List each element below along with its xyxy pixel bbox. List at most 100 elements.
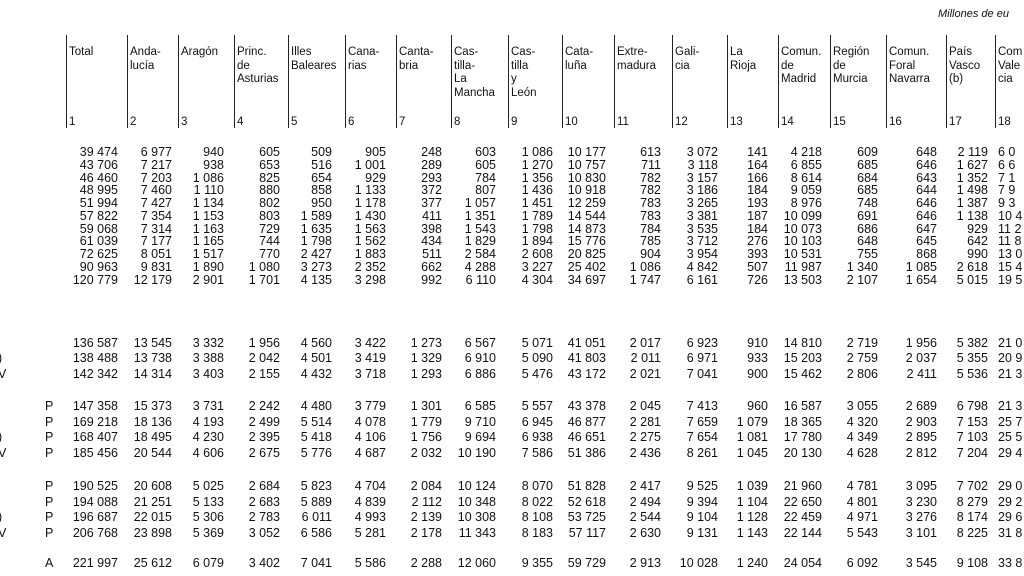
column-rule [234, 35, 235, 128]
table-cell: 51 994 [79, 196, 118, 210]
table-cell: 3 419 [354, 351, 386, 366]
table-cell: 662 [421, 259, 442, 274]
table-cell: 7 204 [956, 445, 988, 460]
table-cell: 647 [916, 221, 937, 236]
column-number: 11 [617, 116, 629, 128]
table-cell: 2 584 [464, 247, 496, 261]
table-cell: 29 4 [998, 445, 1023, 460]
table-cell: 57 117 [568, 525, 606, 540]
table-cell: 20 130 [783, 445, 822, 460]
table-cell: 2 042 [248, 351, 280, 366]
table-cell: 8 022 [521, 494, 553, 509]
table-cell: 4 971 [846, 510, 878, 524]
column-number: 12 [675, 116, 688, 128]
column-number: 3 [181, 116, 188, 128]
table-cell: 141 [747, 145, 768, 159]
table-cell: 7 314 [140, 221, 172, 236]
column-header: Asturias [237, 73, 279, 85]
table-cell: 1 273 [410, 336, 442, 350]
table-cell: 2 913 [629, 556, 661, 570]
table-cell: 393 [747, 247, 768, 261]
column-header: de [781, 59, 794, 72]
table-cell: 5 382 [956, 336, 988, 350]
table-cell: 2 155 [248, 366, 280, 381]
table-cell: 1 104 [736, 494, 768, 509]
column-header: Baleares [291, 59, 337, 72]
table-cell: 2 084 [410, 479, 442, 493]
column-header: rias [348, 59, 367, 72]
table-cell: 10 073 [783, 221, 822, 236]
table-cell: 2 903 [905, 414, 937, 429]
table-cell: 1 240 [736, 556, 768, 570]
table-cell: 1 163 [192, 221, 224, 236]
row-flag: A [45, 556, 54, 570]
table-cell: 22 459 [783, 510, 822, 524]
table-cell: 1 356 [521, 170, 553, 185]
table-cell: 18 495 [133, 430, 172, 444]
table-cell: 3 954 [686, 247, 718, 261]
table-cell: 7 659 [686, 414, 718, 429]
table-cell: 7 153 [956, 414, 988, 429]
table-cell: 1 589 [300, 208, 332, 223]
column-number: 9 [511, 116, 518, 128]
column-header: La [454, 73, 467, 85]
table-cell: 9 3 [998, 196, 1016, 210]
table-cell: 1 039 [736, 479, 768, 493]
table-cell: 194 088 [72, 494, 118, 509]
column-rule [886, 35, 887, 128]
table-cell: 3 157 [686, 170, 718, 185]
table-cell: 136 587 [72, 336, 118, 350]
table-cell: 11 343 [458, 525, 496, 540]
column-header: Cana- [348, 46, 380, 58]
table-cell: 1 270 [521, 157, 553, 172]
table-cell: 147 358 [72, 399, 118, 413]
table-cell: 185 456 [72, 445, 118, 460]
table-cell: 5 418 [300, 430, 332, 444]
table-cell: 3 298 [354, 272, 386, 287]
table-cell: 25 612 [133, 556, 172, 570]
table-cell: 1 001 [354, 157, 386, 172]
table-cell: 6 110 [465, 272, 496, 287]
table-cell: 755 [857, 247, 878, 261]
table-cell: 1 894 [521, 234, 553, 249]
table-cell: 72 625 [79, 247, 118, 261]
column-header: Vasco [949, 59, 981, 72]
table-cell: 1 110 [193, 183, 224, 198]
table-cell: 605 [259, 145, 280, 159]
table-cell: 4 842 [686, 259, 718, 274]
table-cell: 22 015 [133, 510, 172, 524]
table-cell: 8 051 [140, 247, 172, 261]
column-rule [127, 35, 128, 128]
units-note: Millones de eu [938, 8, 1009, 20]
table-cell: 6 923 [686, 336, 718, 350]
table-cell: 29 2 [998, 494, 1023, 509]
table-cell: 7 9 [998, 183, 1016, 198]
table-cell: 196 687 [72, 510, 118, 524]
table-cell: 802 [259, 196, 280, 210]
table-cell: 3 403 [192, 366, 224, 381]
table-cell: 2 494 [629, 494, 661, 509]
table-cell: 2 689 [905, 399, 937, 413]
table-cell: 7 586 [521, 445, 553, 460]
table-cell: 43 172 [567, 366, 606, 381]
table-cell: 2 021 [629, 366, 661, 381]
table-cell: 992 [421, 272, 442, 287]
column-rule [562, 35, 563, 128]
table-cell: 7 654 [686, 430, 718, 444]
table-cell: 14 314 [133, 366, 172, 381]
column-header: Cas- [511, 46, 536, 58]
table-cell: 1 890 [192, 259, 224, 274]
row-edge-mark: V [0, 445, 7, 460]
table-cell: 8 614 [790, 170, 822, 185]
table-cell: 2 806 [846, 366, 878, 381]
table-cell: 2 017 [629, 336, 661, 350]
table-cell: 1 430 [354, 208, 386, 223]
column-header: cia [675, 59, 690, 72]
table-cell: 2 683 [248, 494, 280, 509]
table-cell: 803 [259, 208, 280, 223]
table-cell: 1 057 [464, 196, 496, 210]
table-cell: 3 535 [686, 221, 718, 236]
table-cell: 3 402 [248, 556, 280, 570]
table-cell: 10 177 [567, 145, 606, 159]
column-header: Extre- [617, 46, 648, 58]
